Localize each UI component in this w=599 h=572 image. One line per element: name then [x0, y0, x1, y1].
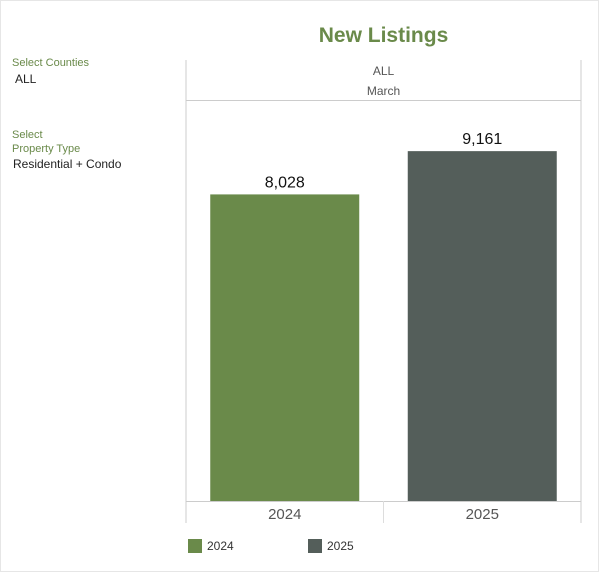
counties-filter-value[interactable]: ALL — [15, 72, 37, 86]
legend-item-2025[interactable]: 2025 — [308, 539, 354, 553]
legend-swatch-2024 — [188, 539, 202, 553]
header-month: March — [366, 84, 401, 98]
header-county: ALL — [372, 64, 395, 78]
bar-2025[interactable] — [407, 151, 557, 501]
x-tick-label-2024: 2024 — [268, 506, 301, 523]
chart-title: New Listings — [318, 24, 449, 47]
legend-swatch-2025 — [308, 539, 322, 553]
property-type-filter-value[interactable]: Residential + Condo — [13, 157, 122, 171]
counties-filter-label: Select Counties — [12, 57, 90, 69]
data-label-2025: 9,161 — [462, 131, 502, 148]
legend-label-2024: 2024 — [207, 539, 234, 553]
data-label-2024: 8,028 — [265, 174, 305, 191]
property-type-filter-label-line1: Select — [12, 129, 43, 141]
legend-item-2024[interactable]: 2024 — [188, 539, 234, 553]
x-tick-label-2025: 2025 — [466, 506, 499, 523]
bar-2024[interactable] — [210, 194, 360, 501]
property-type-filter-label-line2: Property Type — [12, 143, 81, 155]
chart-marks: 8,028 2024 9,161 2025 — [210, 131, 557, 523]
legend-label-2025: 2025 — [327, 539, 354, 553]
